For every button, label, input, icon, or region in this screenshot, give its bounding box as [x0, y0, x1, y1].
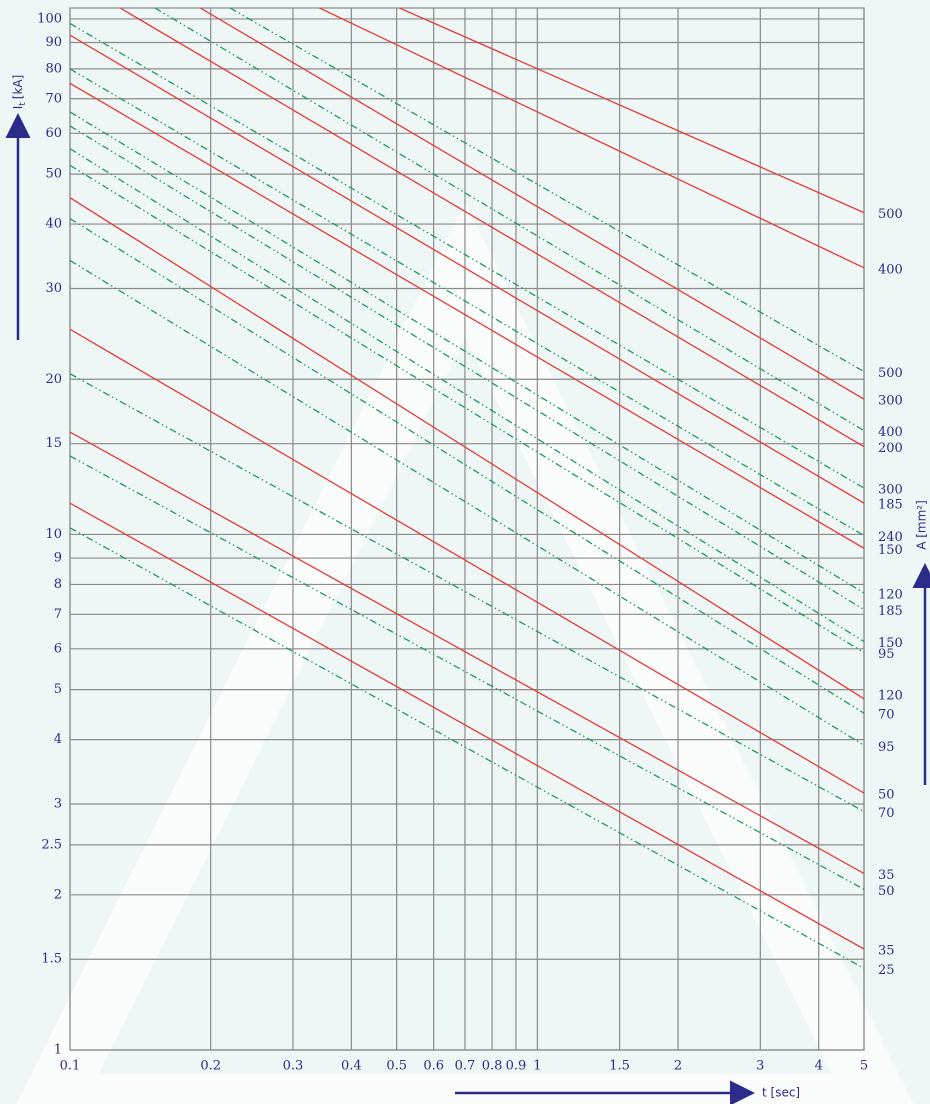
section-label: 120: [878, 689, 903, 704]
section-label: 300: [878, 483, 903, 498]
curve: [70, 455, 864, 890]
y-tick-label: 15: [45, 436, 62, 451]
curve: [319, 8, 864, 269]
y-label-symbol: I: [11, 106, 25, 110]
x-tick-label: 1.5: [609, 1059, 630, 1074]
y-tick-label: 5: [54, 682, 62, 697]
y-tick-label: 40: [45, 217, 62, 232]
section-label: 50: [878, 788, 895, 803]
x-tick-label: 1: [533, 1059, 541, 1074]
x-tick-label: 0.9: [506, 1059, 527, 1074]
y-tick-label: 50: [45, 167, 62, 182]
curve: [70, 197, 864, 700]
x-tick-label: 4: [815, 1059, 823, 1074]
y-tick-label: 4: [54, 732, 62, 747]
curve: [70, 68, 864, 537]
section-label: 95: [878, 740, 895, 755]
curve: [119, 8, 864, 448]
curve: [70, 373, 864, 813]
y-tick-label: 7: [54, 607, 62, 622]
x-tick-label: 2: [674, 1059, 682, 1074]
curve: [70, 82, 864, 549]
watermark: [16, 202, 914, 1104]
lines: [70, 8, 864, 969]
curve: [154, 8, 864, 432]
y-tick-label: 80: [45, 61, 62, 76]
curve: [70, 125, 864, 611]
y-tick-label: 20: [45, 372, 62, 387]
curve: [399, 8, 864, 214]
x-tick-label: 0.7: [455, 1059, 476, 1074]
x-tick-label: 0.5: [386, 1059, 407, 1074]
labels: 11.522.53456789101520304050607080901000.…: [37, 11, 903, 1073]
curve: [70, 34, 864, 504]
curve: [70, 111, 864, 594]
curve: [70, 527, 864, 969]
x-tick-label: 0.8: [482, 1059, 503, 1074]
section-label: 185: [878, 498, 903, 513]
y-label-subscript: t: [18, 102, 28, 106]
curve: [70, 431, 864, 875]
section-label: 200: [878, 441, 903, 456]
y-tick-label: 10: [45, 527, 62, 542]
y-tick-label: 2.5: [41, 837, 62, 852]
section-label: 500: [878, 207, 903, 222]
section-label: 70: [878, 708, 895, 723]
section-label: 400: [878, 425, 903, 440]
y-tick-label: 2: [54, 887, 62, 902]
curve: [70, 148, 864, 643]
x-axis-label: t [sec]: [762, 1086, 800, 1100]
x-tick-label: 0.2: [200, 1059, 221, 1074]
section-label: 400: [878, 262, 903, 277]
y-axis-label: It [kA]: [11, 75, 28, 110]
x-tick-label: 0.1: [60, 1059, 81, 1074]
y-tick-label: 1: [54, 1043, 62, 1058]
section-label: 120: [878, 587, 903, 602]
y-tick-label: 70: [45, 91, 62, 106]
y-tick-label: 6: [54, 641, 62, 656]
section-label: 150: [878, 543, 903, 558]
x-tick-label: 3: [756, 1059, 764, 1074]
curve: [229, 8, 864, 373]
curve: [70, 22, 864, 489]
y-tick-label: 3: [54, 797, 62, 812]
curve: [70, 328, 864, 794]
y-tick-label: 30: [45, 281, 62, 296]
curve: [199, 8, 864, 400]
section-label: 500: [878, 366, 903, 381]
section-label: 25: [878, 963, 895, 978]
section-label: 50: [878, 884, 895, 899]
curve: [70, 164, 864, 654]
x-tick-label: 0.6: [423, 1059, 444, 1074]
y-tick-label: 100: [37, 11, 62, 26]
section-label: 35: [878, 944, 895, 959]
y-tick-label: 1.5: [41, 952, 62, 967]
y-tick-label: 90: [45, 35, 62, 50]
y2-axis-label: A [mm²]: [915, 500, 929, 550]
grid: [69, 8, 865, 1051]
section-label: 300: [878, 394, 903, 409]
x-tick-label: 0.3: [283, 1059, 304, 1074]
x-tick-label: 5: [860, 1059, 868, 1074]
y-tick-label: 9: [54, 551, 62, 566]
curve: [70, 502, 864, 950]
section-label: 240: [878, 530, 903, 545]
y-label-unit: [kA]: [11, 75, 25, 100]
section-label: 95: [878, 647, 895, 662]
section-label: 70: [878, 806, 895, 821]
curve: [70, 259, 864, 746]
y-tick-label: 8: [54, 577, 62, 592]
curve: [70, 217, 864, 714]
section-label: 185: [878, 604, 903, 619]
section-label: 35: [878, 868, 895, 883]
y-tick-label: 60: [45, 126, 62, 141]
section-label: 150: [878, 636, 903, 651]
x-tick-label: 0.4: [341, 1059, 362, 1074]
